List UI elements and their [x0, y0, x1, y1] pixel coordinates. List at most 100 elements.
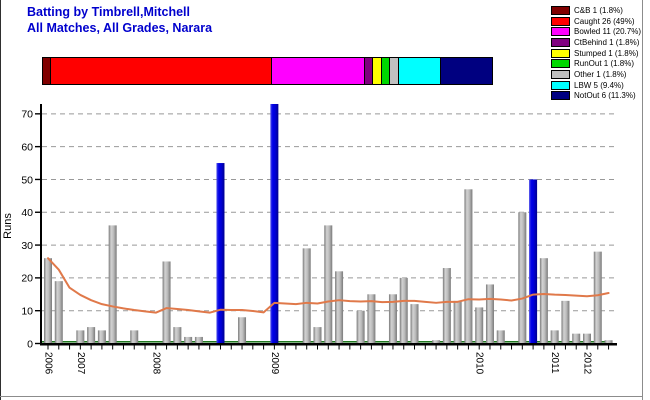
dismissal-segment-notout: [441, 58, 492, 84]
legend-label: Stumped 1 (1.8%): [574, 48, 639, 58]
legend-item: CtBehind 1 (1.8%): [551, 37, 641, 48]
chart-subtitle: All Matches, All Grades, Narara: [27, 21, 213, 35]
panel-bottom-edge: [0, 396, 643, 397]
runs-bar: [485, 284, 494, 344]
legend-swatch: [551, 91, 570, 101]
y-tick-label: 40: [21, 207, 33, 219]
dismissal-segment-runout: [381, 58, 391, 84]
legend-label: Caught 26 (49%): [574, 16, 635, 26]
runs-bar: [367, 294, 376, 344]
not-out-bar: [529, 179, 538, 344]
runs-bar: [388, 294, 397, 344]
legend-item: Other 1 (1.8%): [551, 69, 641, 80]
legend-swatch: [551, 16, 570, 26]
y-axis-title: Runs: [2, 213, 14, 239]
legend-label: LBW 5 (9.4%): [574, 80, 624, 90]
y-tick-label: 50: [21, 174, 33, 186]
legend-item: NotOut 6 (11.3%): [551, 91, 641, 102]
runs-bar: [194, 336, 203, 344]
y-tick-label: 30: [21, 240, 33, 252]
legend-swatch: [551, 59, 570, 69]
runs-bar: [44, 258, 52, 344]
runs-bar: [432, 340, 441, 344]
runs-bar: [87, 327, 96, 344]
legend-swatch: [551, 5, 570, 15]
legend-label: C&B 1 (1.8%): [574, 5, 623, 15]
runs-bar: [442, 268, 451, 344]
panel-right-edge: [642, 0, 643, 400]
dismissal-segment-bowled: [271, 58, 365, 84]
y-tick-label: 70: [21, 109, 33, 121]
dismissal-segment-other: [390, 58, 399, 84]
legend-swatch: [551, 48, 570, 58]
runs-bar: [302, 248, 311, 344]
runs-bar: [54, 281, 63, 344]
legend-label: Other 1 (1.8%): [574, 69, 627, 79]
year-label: 2007: [75, 352, 86, 375]
runs-bar: [572, 333, 581, 344]
runs-bar: [313, 327, 322, 344]
runs-bar: [453, 300, 462, 344]
chart-title: Batting by Timbrell,Mitchell: [27, 5, 190, 19]
runs-bar: [583, 333, 591, 344]
runs-bar: [324, 225, 333, 344]
dismissal-segment-stumped: [373, 58, 382, 84]
runs-bar: [410, 304, 419, 344]
runs-bar: [356, 310, 365, 344]
runs-bar: [335, 271, 344, 344]
runs-bar: [496, 330, 505, 344]
dismissal-segment-caught: [51, 58, 272, 84]
year-label: 2006: [43, 352, 54, 375]
runs-bar: [173, 327, 182, 344]
legend-label: RunOut 1 (1.8%): [574, 59, 635, 69]
year-label: 2010: [474, 352, 485, 375]
y-tick-label: 0: [27, 338, 33, 350]
runs-bar: [130, 330, 139, 344]
legend-item: Stumped 1 (1.8%): [551, 48, 641, 59]
year-label: 2008: [150, 352, 161, 375]
runs-bar: [561, 300, 570, 344]
legend-item: RunOut 1 (1.8%): [551, 58, 641, 69]
runs-bar: [518, 212, 527, 344]
runs-bar: [238, 317, 247, 344]
legend-label: Bowled 11 (20.7%): [574, 27, 641, 37]
legend-swatch: [551, 80, 570, 90]
year-label: 2011: [549, 352, 560, 374]
dismissal-segment-lbw: [398, 58, 442, 84]
legend-label: CtBehind 1 (1.8%): [574, 37, 640, 47]
runs-bar: [475, 307, 484, 344]
title-block: Batting by Timbrell,Mitchell All Matches…: [27, 4, 212, 36]
panel-left-edge: [0, 0, 1, 400]
not-out-bar: [270, 103, 279, 344]
year-label: 2012: [582, 352, 593, 375]
runs-bar: [593, 251, 602, 344]
runs-bar: [604, 340, 613, 344]
legend-item: Bowled 11 (20.7%): [551, 26, 641, 37]
runs-bar: [399, 277, 408, 344]
legend-item: LBW 5 (9.4%): [551, 80, 641, 91]
average-line: [47, 257, 610, 314]
legend-item: Caught 26 (49%): [551, 16, 641, 27]
dismissal-segment-cb: [43, 58, 52, 84]
legend-swatch: [551, 37, 570, 47]
runs-bar: [162, 261, 171, 344]
runs-bar: [76, 330, 85, 344]
legend-swatch: [551, 69, 570, 79]
legend-label: NotOut 6 (11.3%): [574, 91, 636, 101]
runs-bar: [97, 330, 106, 344]
y-tick-label: 60: [21, 141, 33, 153]
runs-bar: [464, 189, 473, 344]
legend-item: C&B 1 (1.8%): [551, 5, 641, 16]
y-tick-label: 10: [21, 305, 33, 317]
year-label: 2009: [269, 352, 280, 375]
runs-bar: [550, 330, 559, 344]
runs-bar: [108, 225, 117, 344]
runs-bar: [184, 336, 193, 344]
legend-swatch: [551, 27, 570, 37]
y-tick-label: 20: [21, 273, 33, 285]
dismissal-segment-ctbehind: [364, 58, 374, 84]
not-out-bar: [216, 163, 225, 344]
runs-bar: [539, 258, 548, 344]
